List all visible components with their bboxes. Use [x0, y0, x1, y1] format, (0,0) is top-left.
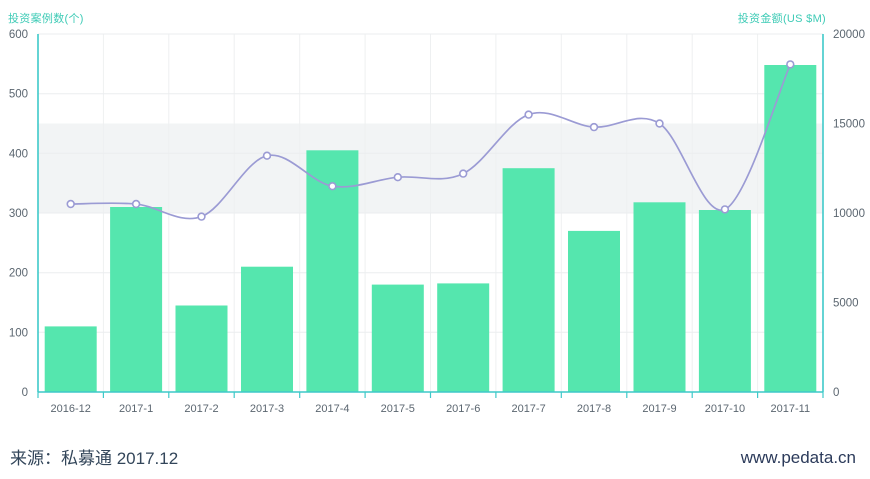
- svg-text:300: 300: [9, 208, 28, 220]
- svg-text:200: 200: [9, 268, 28, 280]
- svg-text:5000: 5000: [833, 298, 859, 310]
- svg-text:0: 0: [833, 387, 839, 399]
- svg-text:400: 400: [9, 148, 28, 160]
- svg-text:500: 500: [9, 89, 28, 101]
- svg-text:2017-10: 2017-10: [705, 403, 745, 415]
- svg-text:100: 100: [9, 327, 28, 339]
- svg-text:2017-1: 2017-1: [119, 403, 153, 415]
- svg-text:0: 0: [22, 387, 28, 399]
- svg-text:2017-2: 2017-2: [184, 403, 218, 415]
- svg-text:2017-7: 2017-7: [511, 403, 545, 415]
- svg-text:2017-9: 2017-9: [642, 403, 676, 415]
- svg-text:2017-6: 2017-6: [446, 403, 480, 415]
- svg-text:2017-5: 2017-5: [381, 403, 415, 415]
- svg-text:2016-12: 2016-12: [51, 403, 91, 415]
- svg-text:15000: 15000: [833, 119, 865, 131]
- svg-text:2017-8: 2017-8: [577, 403, 611, 415]
- svg-text:20000: 20000: [833, 29, 865, 41]
- svg-text:2017-11: 2017-11: [771, 403, 811, 415]
- svg-text:2017-4: 2017-4: [315, 403, 349, 415]
- svg-text:2017-3: 2017-3: [250, 403, 284, 415]
- svg-text:10000: 10000: [833, 208, 865, 220]
- svg-text:600: 600: [9, 29, 28, 41]
